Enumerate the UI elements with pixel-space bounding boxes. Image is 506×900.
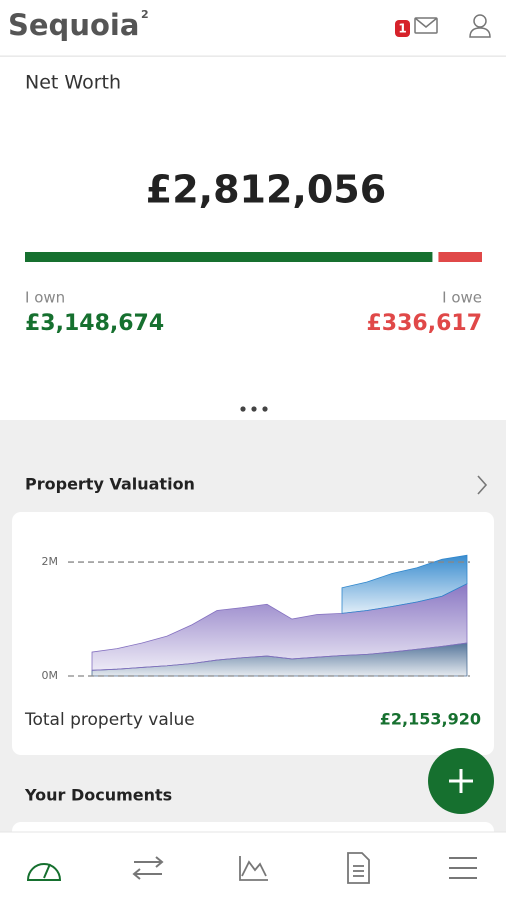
chevron[interactable] [477,475,488,495]
add-icon [449,769,473,793]
net-worth-title: Net Worth [25,72,121,94]
nav-charts[interactable] [239,856,268,881]
net-worth-panel [0,57,506,420]
owe-label: I owe [442,289,482,307]
owe-value: £336,617 [366,311,482,336]
owe-bar [438,252,482,262]
area-series [341,554,468,614]
y-tick-label: 2M [42,555,59,568]
total-value: £2,153,920 [380,710,481,729]
y-tick-label: 0M [42,669,59,682]
badge-count: 1 [398,22,406,36]
nav-transfers[interactable] [132,856,164,880]
notification-badge[interactable] [395,20,410,37]
nav-menu[interactable] [449,857,477,879]
pager-dots[interactable] [240,406,268,412]
section-title: Your Documents [24,786,172,805]
logo[interactable]: Sequoia [8,8,139,42]
own-value: £3,148,674 [25,311,164,336]
own-label: I own [25,289,65,307]
nav-dashboard[interactable] [26,863,62,881]
total-label: Total property value [24,710,195,730]
own-bar [25,252,433,262]
section-title: Property Valuation [25,475,195,494]
nav-documents[interactable] [347,852,370,884]
profile-icon[interactable] [469,14,491,38]
own-owe-bar [25,252,482,262]
header [0,0,506,56]
area-series [91,583,468,671]
property-chart: 0M 2M [42,554,470,682]
net-worth-value: £2,812,056 [146,168,386,212]
logo-superscript: 2 [141,8,149,21]
mail-icon[interactable] [414,17,438,34]
